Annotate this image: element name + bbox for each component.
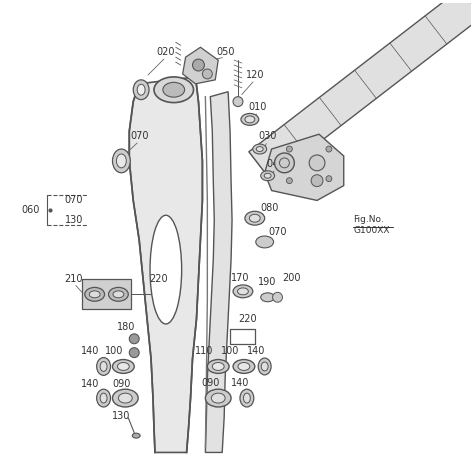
Circle shape	[274, 153, 294, 173]
Text: 090: 090	[112, 379, 130, 389]
Circle shape	[129, 334, 139, 344]
Ellipse shape	[241, 113, 259, 125]
Ellipse shape	[132, 433, 140, 438]
Polygon shape	[182, 47, 218, 84]
Ellipse shape	[112, 360, 134, 374]
Ellipse shape	[100, 362, 107, 372]
Text: 140: 140	[246, 346, 265, 356]
Ellipse shape	[150, 215, 182, 324]
Text: 170: 170	[231, 273, 249, 283]
Ellipse shape	[233, 360, 255, 374]
Ellipse shape	[240, 389, 254, 407]
Ellipse shape	[133, 80, 149, 100]
Circle shape	[129, 348, 139, 357]
Ellipse shape	[163, 82, 184, 97]
Text: 180: 180	[117, 322, 136, 332]
Ellipse shape	[211, 393, 225, 403]
Ellipse shape	[109, 287, 128, 301]
Ellipse shape	[118, 393, 132, 403]
Text: 030: 030	[258, 131, 277, 141]
Ellipse shape	[233, 285, 253, 298]
Circle shape	[311, 175, 323, 187]
Circle shape	[286, 146, 292, 152]
Text: 140: 140	[81, 379, 99, 389]
Text: 210: 210	[64, 274, 83, 284]
Text: 010: 010	[248, 101, 267, 111]
Polygon shape	[129, 77, 202, 453]
Polygon shape	[205, 92, 232, 453]
Text: 080: 080	[260, 203, 279, 213]
Circle shape	[326, 146, 332, 152]
Text: 200: 200	[282, 273, 301, 283]
Ellipse shape	[256, 236, 273, 248]
Circle shape	[326, 176, 332, 182]
Ellipse shape	[207, 360, 229, 374]
Text: 070: 070	[268, 227, 287, 237]
Circle shape	[192, 59, 204, 71]
Text: 220: 220	[238, 314, 257, 324]
Ellipse shape	[237, 288, 248, 295]
Polygon shape	[249, 0, 474, 180]
Circle shape	[309, 155, 325, 171]
Ellipse shape	[97, 357, 110, 375]
Ellipse shape	[245, 116, 255, 123]
Ellipse shape	[256, 146, 263, 152]
Ellipse shape	[118, 363, 129, 370]
Text: 050: 050	[216, 47, 234, 57]
Ellipse shape	[261, 362, 268, 371]
Ellipse shape	[100, 393, 107, 403]
Ellipse shape	[137, 84, 145, 95]
Circle shape	[286, 178, 292, 183]
Ellipse shape	[264, 173, 271, 178]
Ellipse shape	[154, 77, 193, 102]
Text: Fig.No.
G100XX: Fig.No. G100XX	[354, 215, 390, 235]
Text: 120: 120	[246, 70, 264, 80]
Circle shape	[273, 292, 283, 302]
Text: 140: 140	[231, 378, 249, 388]
Ellipse shape	[249, 214, 260, 222]
Text: 110: 110	[195, 346, 214, 356]
Ellipse shape	[117, 154, 126, 168]
Circle shape	[202, 69, 212, 79]
Ellipse shape	[261, 293, 274, 302]
Ellipse shape	[112, 149, 130, 173]
Polygon shape	[82, 280, 131, 309]
Text: 020: 020	[156, 47, 175, 57]
Text: 100: 100	[105, 346, 124, 356]
Ellipse shape	[112, 389, 138, 407]
Text: 130: 130	[112, 411, 130, 421]
Ellipse shape	[89, 291, 100, 298]
Text: 070: 070	[130, 131, 148, 141]
Ellipse shape	[238, 363, 250, 370]
Ellipse shape	[261, 171, 274, 181]
Text: 060: 060	[21, 205, 40, 215]
Ellipse shape	[97, 389, 110, 407]
Text: 100: 100	[221, 346, 239, 356]
Ellipse shape	[212, 363, 224, 370]
Ellipse shape	[85, 287, 105, 301]
Text: 130: 130	[65, 215, 83, 225]
Text: 220: 220	[150, 274, 168, 284]
Text: 070: 070	[64, 195, 83, 205]
Ellipse shape	[253, 144, 267, 154]
Ellipse shape	[113, 291, 124, 298]
Ellipse shape	[244, 393, 250, 403]
Text: 090: 090	[201, 378, 219, 388]
Ellipse shape	[205, 389, 231, 407]
Text: 140: 140	[81, 346, 99, 356]
Ellipse shape	[245, 211, 264, 225]
Text: 190: 190	[258, 277, 277, 287]
Text: 040: 040	[266, 159, 285, 169]
Polygon shape	[264, 134, 344, 201]
Ellipse shape	[258, 358, 271, 375]
Circle shape	[233, 97, 243, 107]
